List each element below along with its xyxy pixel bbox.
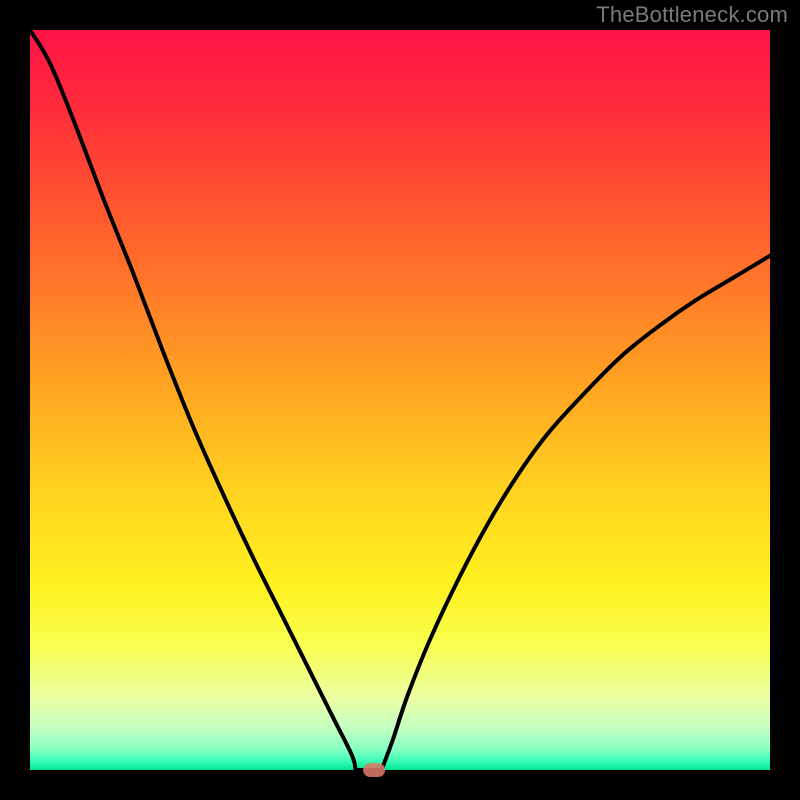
plot-background: [30, 30, 770, 770]
chart-container: TheBottleneck.com: [0, 0, 800, 800]
bottleneck-chart: [0, 0, 800, 800]
optimal-point-marker: [363, 763, 385, 777]
watermark-text: TheBottleneck.com: [596, 2, 788, 28]
